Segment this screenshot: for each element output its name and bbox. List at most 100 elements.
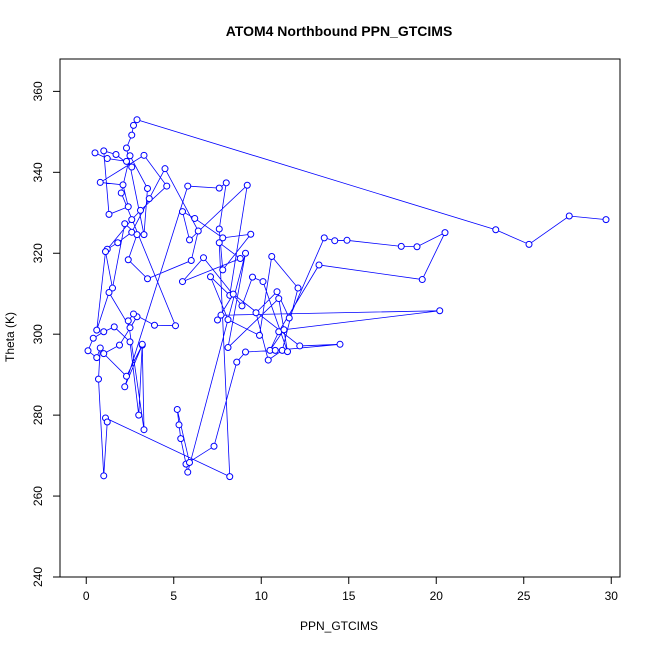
data-point bbox=[271, 346, 279, 354]
data-point bbox=[179, 278, 186, 286]
data-point bbox=[93, 354, 101, 362]
data-point bbox=[144, 275, 151, 283]
y-axis-label: Theta (K) bbox=[3, 312, 17, 362]
x-axis-label: PPN_GTCIMS bbox=[300, 619, 378, 633]
y-axis: 240 260 280 300 320 340 360 bbox=[31, 81, 61, 587]
data-point bbox=[264, 356, 272, 364]
data-point bbox=[124, 203, 132, 211]
data-point bbox=[121, 383, 129, 391]
data-point bbox=[91, 149, 99, 157]
y-tick-label: 300 bbox=[31, 324, 45, 344]
series-points bbox=[84, 116, 610, 481]
data-point bbox=[138, 340, 146, 348]
data-point bbox=[144, 185, 151, 192]
data-point bbox=[413, 243, 421, 251]
data-point bbox=[224, 316, 232, 324]
data-point bbox=[100, 472, 108, 480]
data-point bbox=[343, 236, 351, 244]
data-point bbox=[238, 302, 246, 310]
data-point bbox=[602, 216, 610, 224]
data-point bbox=[397, 242, 405, 250]
data-point bbox=[243, 181, 251, 189]
plot-frame bbox=[59, 58, 621, 578]
data-point bbox=[249, 273, 256, 281]
series-lines bbox=[87, 119, 607, 478]
data-point bbox=[186, 458, 193, 466]
x-axis: 0 5 10 15 20 25 30 bbox=[83, 576, 618, 603]
data-point bbox=[224, 344, 232, 352]
data-point bbox=[151, 321, 158, 329]
data-point bbox=[110, 323, 118, 331]
data-point bbox=[117, 189, 125, 197]
data-point bbox=[112, 151, 120, 159]
data-point bbox=[103, 418, 111, 426]
data-point bbox=[219, 266, 227, 274]
data-point bbox=[84, 347, 92, 355]
data-point bbox=[172, 322, 179, 330]
data-point bbox=[215, 184, 223, 192]
data-point bbox=[215, 225, 223, 233]
data-point bbox=[187, 257, 195, 265]
data-point bbox=[121, 220, 129, 228]
data-point bbox=[256, 331, 263, 339]
data-point bbox=[100, 328, 108, 336]
x-tick-label: 10 bbox=[255, 589, 269, 603]
data-point bbox=[130, 121, 137, 129]
data-point bbox=[119, 181, 127, 189]
data-point bbox=[145, 195, 153, 203]
data-point bbox=[268, 252, 276, 260]
series-line bbox=[87, 119, 607, 478]
data-point bbox=[252, 309, 260, 317]
data-point bbox=[103, 155, 111, 163]
data-point bbox=[173, 405, 181, 413]
data-point bbox=[236, 255, 244, 263]
data-point bbox=[294, 284, 302, 292]
data-point bbox=[116, 341, 123, 349]
data-point bbox=[96, 178, 104, 186]
data-point bbox=[128, 163, 136, 171]
data-point bbox=[93, 326, 101, 334]
y-tick-label: 340 bbox=[31, 162, 45, 182]
data-point bbox=[177, 435, 185, 443]
data-point bbox=[242, 348, 249, 356]
data-point bbox=[96, 344, 104, 352]
data-point bbox=[179, 208, 186, 216]
y-tick-label: 320 bbox=[31, 243, 45, 263]
data-point bbox=[95, 375, 102, 383]
data-point bbox=[210, 442, 218, 450]
data-point bbox=[492, 226, 500, 234]
x-tick-label: 20 bbox=[430, 589, 444, 603]
data-point bbox=[123, 144, 130, 152]
data-point bbox=[275, 295, 283, 303]
x-tick-label: 25 bbox=[517, 589, 531, 603]
data-point bbox=[105, 210, 113, 218]
data-point bbox=[184, 182, 192, 190]
x-tick-label: 5 bbox=[170, 589, 177, 603]
data-point bbox=[214, 316, 221, 324]
data-point bbox=[105, 289, 113, 297]
data-point bbox=[194, 227, 202, 235]
data-point bbox=[285, 314, 293, 322]
data-point bbox=[315, 261, 323, 269]
data-point bbox=[184, 468, 192, 476]
data-point bbox=[126, 324, 134, 332]
data-point bbox=[89, 334, 97, 342]
data-point bbox=[100, 350, 108, 358]
data-point bbox=[525, 240, 533, 248]
data-point bbox=[126, 338, 134, 346]
data-point bbox=[207, 273, 214, 281]
data-point bbox=[191, 214, 199, 222]
data-point bbox=[114, 239, 122, 247]
data-point bbox=[137, 206, 144, 214]
data-point bbox=[217, 311, 225, 319]
data-point bbox=[233, 358, 241, 366]
data-point bbox=[102, 248, 109, 256]
y-tick-label: 240 bbox=[31, 567, 45, 587]
data-point bbox=[242, 249, 249, 257]
data-point bbox=[226, 473, 234, 481]
data-point bbox=[436, 307, 444, 315]
data-point bbox=[418, 276, 426, 284]
data-point bbox=[320, 234, 328, 242]
